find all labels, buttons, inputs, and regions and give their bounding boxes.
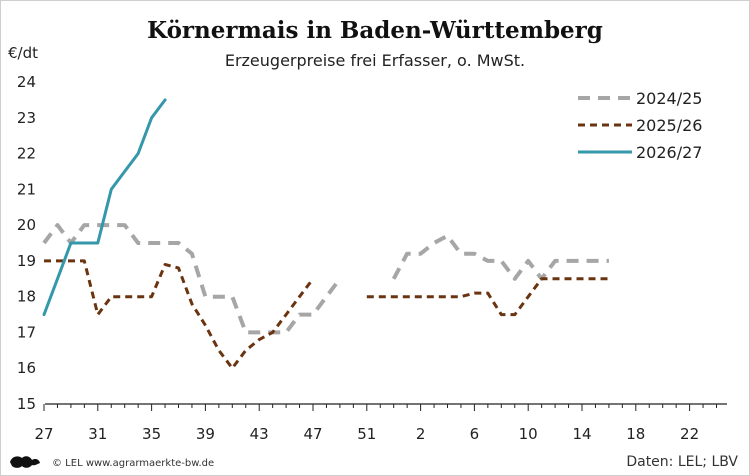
y-tick-label: 21 (17, 180, 36, 198)
chart-title: Körnermais in Baden-Württemberg (147, 17, 603, 44)
x-tick-label: 6 (470, 425, 480, 443)
lion-crest-icon (10, 456, 40, 468)
legend-label: 2024/25 (636, 89, 702, 108)
x-tick-label: 35 (142, 425, 161, 443)
y-tick-label: 17 (17, 323, 36, 341)
x-tick-label: 27 (34, 425, 53, 443)
series-layer (42, 98, 609, 370)
x-tick-label: 18 (626, 425, 645, 443)
y-axis-unit: €/dt (8, 44, 38, 62)
x-tick-label: 2 (416, 425, 426, 443)
x-tick-label: 10 (519, 425, 538, 443)
y-tick-label: 23 (17, 109, 36, 127)
chart-subtitle: Erzeugerpreise frei Erfasser, o. MwSt. (225, 51, 525, 70)
series-line-2025-26 (366, 277, 609, 317)
series-line-2025-26 (44, 259, 315, 370)
x-tick-label: 39 (196, 425, 215, 443)
x-tick-label: 31 (88, 425, 107, 443)
y-tick-label: 19 (17, 252, 36, 270)
x-tick-label: 51 (357, 425, 376, 443)
x-tick-label: 43 (250, 425, 269, 443)
x-axis: 27 31 35 39 43 47 51 2 6 10 14 18 22 (34, 403, 727, 443)
y-tick-label: 22 (17, 145, 36, 163)
y-tick-label: 20 (17, 216, 36, 234)
y-tick-label: 24 (17, 73, 36, 91)
legend-label: 2025/26 (636, 116, 702, 135)
y-tick-label: 15 (17, 395, 36, 413)
x-tick-label: 22 (680, 425, 699, 443)
y-axis-ticks: 15 16 17 18 19 20 21 22 23 24 (17, 73, 36, 413)
y-tick-label: 18 (17, 288, 36, 306)
legend: 2024/25 2025/26 2026/27 (578, 89, 702, 162)
legend-label: 2026/27 (636, 143, 702, 162)
series-line-2024-25 (42, 223, 342, 335)
x-tick-label: 14 (572, 425, 591, 443)
footer-credit: © LEL www.agrarmaerkte-bw.de (52, 458, 214, 469)
series-line-2024-25 (391, 233, 609, 281)
series-line-2026-27 (42, 98, 167, 317)
footer-source: Daten: LEL; LBV (626, 454, 738, 470)
y-tick-label: 16 (17, 359, 36, 377)
x-tick-label: 47 (303, 425, 322, 443)
